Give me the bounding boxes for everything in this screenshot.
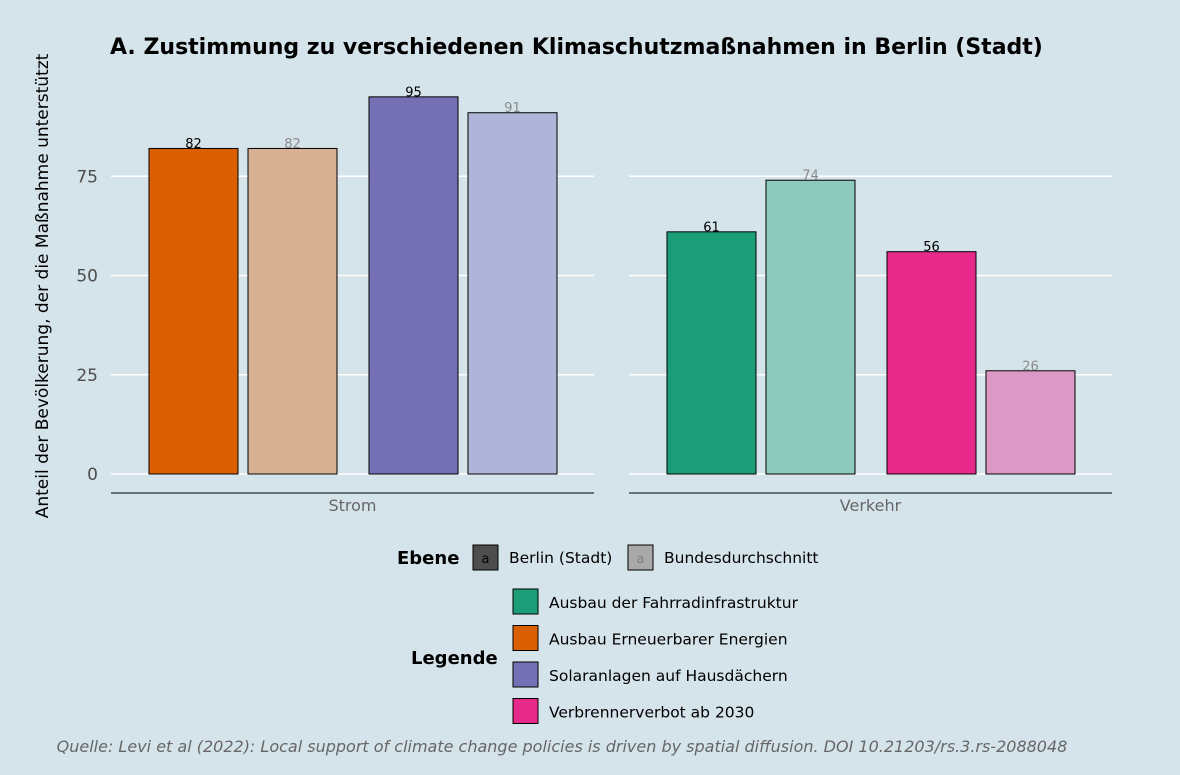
bar-ausbau-erneuerbarer-energien-bundesdurchschnitt <box>247 147 338 475</box>
legend-level: Ebene a Berlin (Stadt) a Bundesdurchschnitt <box>397 544 818 571</box>
legend-label: Solaranlagen auf Hausdächern <box>549 667 788 685</box>
plot-area: 0 25 50 75 82 82 95 91 Strom 61 74 56 26 Verkehr <box>76 85 1112 515</box>
panel-verkehr: 61 74 56 26 Verkehr <box>629 169 1112 515</box>
legend-key-verbrennerverbot-ab-2030 <box>512 698 539 724</box>
panel-strom: 82 82 95 91 Strom <box>111 85 594 515</box>
legend-key-ausbau-der-fahrradinfrastruktur <box>512 588 539 615</box>
facet-label-verkehr: Verkehr <box>840 496 902 515</box>
bar-ausbau-der-fahrradinfrastruktur-bundesdurchschnitt <box>765 179 856 475</box>
data-label: 82 <box>284 137 301 152</box>
y-tick-label: 25 <box>76 366 98 386</box>
data-label: 61 <box>703 220 720 235</box>
facet-label-strom: Strom <box>328 496 376 515</box>
legend-level-label: Bundesdurchschnitt <box>664 549 818 567</box>
caption: Quelle: Levi et al (2022): Local support… <box>57 737 1068 756</box>
legend-label: Ausbau der Fahrradinfrastruktur <box>549 594 799 612</box>
data-label: 56 <box>923 240 940 255</box>
legend-level-title: Ebene <box>397 548 459 569</box>
data-label: 74 <box>802 169 819 184</box>
legend-key-ausbau-erneuerbarer-energien <box>512 625 539 651</box>
legend-level-key <box>627 544 654 571</box>
data-label: 82 <box>185 137 202 152</box>
bar-ausbau-erneuerbarer-energien-berlin-stadt <box>148 147 239 475</box>
y-tick-label: 50 <box>76 267 98 287</box>
bar-verbrennerverbot-ab-2030-bundesdurchschnitt <box>985 370 1076 475</box>
legend-level-label: Berlin (Stadt) <box>509 549 612 567</box>
data-label: 91 <box>504 101 521 116</box>
y-tick-label: 75 <box>76 167 98 187</box>
legend-key-solaranlagen-auf-hausdaechern <box>512 661 539 688</box>
bar-verbrennerverbot-ab-2030-berlin-stadt <box>886 251 977 475</box>
data-label: 95 <box>405 85 422 100</box>
y-axis-label: Anteil der Bevölkerung, der die Maßnahme… <box>33 53 53 518</box>
y-tick-label: 0 <box>87 465 98 485</box>
chart-title: A. Zustimmung zu verschiedenen Klimaschu… <box>110 35 1043 60</box>
legend-level-key <box>472 544 499 571</box>
data-label: 26 <box>1022 359 1039 374</box>
legend-level-glyph: a <box>482 552 490 567</box>
legend-level-glyph: a <box>637 552 645 567</box>
legend-label: Ausbau Erneuerbarer Energien <box>549 631 788 649</box>
legend-title: Legende <box>411 648 498 669</box>
bar-solaranlagen-auf-hausdaechern-berlin-stadt <box>368 96 459 475</box>
bar-solaranlagen-auf-hausdaechern-bundesdurchschnitt <box>467 112 558 475</box>
bar-ausbau-der-fahrradinfrastruktur-berlin-stadt <box>666 231 757 475</box>
legend-measure: Legende Ausbau der Fahrradinfrastruktur Au… <box>411 588 799 724</box>
legend-label: Verbrennerverbot ab 2030 <box>549 704 754 722</box>
